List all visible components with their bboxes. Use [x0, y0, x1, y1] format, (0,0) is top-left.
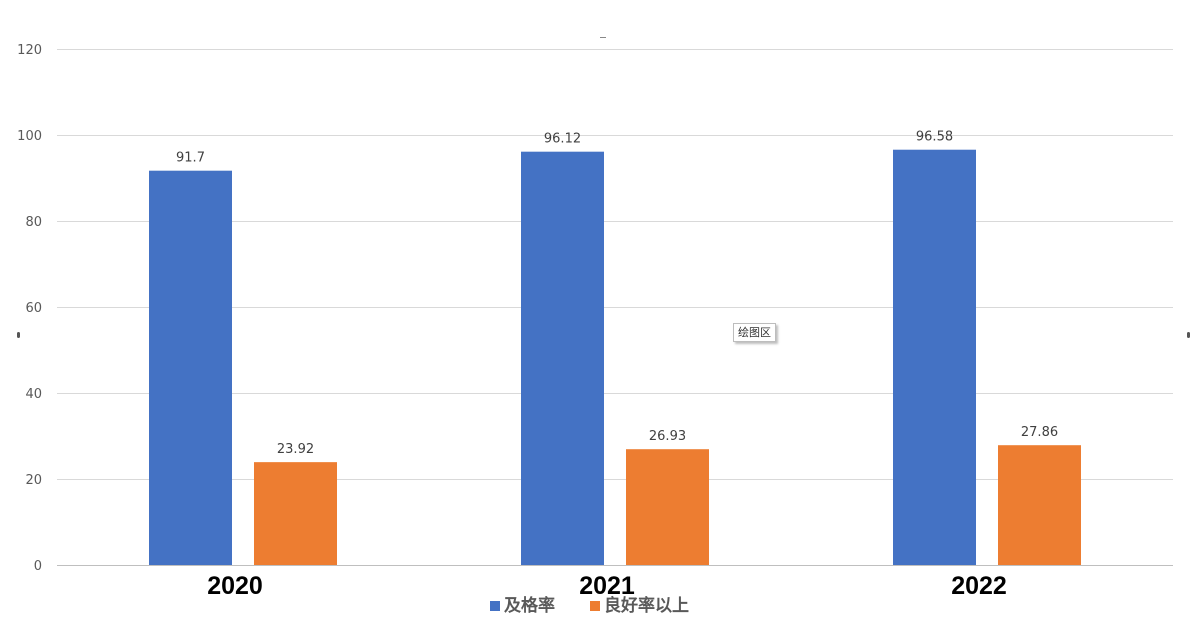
data-label: 91.7: [176, 151, 205, 166]
left-resize-handle[interactable]: [17, 332, 20, 338]
y-tick-label: 60: [25, 301, 42, 316]
y-tick-label: 20: [25, 473, 42, 488]
bars: [149, 149, 1081, 565]
legend-swatch: [490, 601, 500, 611]
plot-area-tooltip: 绘图区: [733, 323, 776, 342]
x-axis-categories: 2020 2021 2022: [207, 572, 1007, 600]
x-category-label: 2022: [951, 572, 1007, 600]
legend: 及格率 良好率以上: [490, 595, 689, 616]
bar-pass-rate-2020[interactable]: [149, 170, 232, 565]
bar-pass-rate-2022[interactable]: [893, 149, 976, 565]
legend-label: 及格率: [504, 595, 555, 616]
data-label: 96.58: [916, 130, 953, 145]
y-axis-ticks: 0 20 40 60 80 100 120: [17, 43, 42, 574]
y-tick-label: 40: [25, 387, 42, 402]
data-label: 23.92: [277, 442, 314, 457]
gridlines: [57, 49, 1173, 566]
data-label: 26.93: [649, 429, 686, 444]
y-tick-label: 100: [17, 129, 42, 144]
bar-good-rate-2021[interactable]: [626, 449, 709, 565]
y-tick-label: 80: [25, 215, 42, 230]
y-tick-label: 120: [17, 43, 42, 58]
x-category-label: 2021: [579, 572, 635, 600]
data-label: 27.86: [1021, 425, 1058, 440]
x-category-label: 2020: [207, 572, 263, 600]
bar-pass-rate-2021[interactable]: [521, 151, 604, 565]
right-resize-handle[interactable]: [1187, 332, 1190, 338]
bar-good-rate-2022[interactable]: [998, 445, 1081, 565]
legend-label: 良好率以上: [604, 595, 689, 616]
data-labels: 91.7 23.92 96.12 26.93 96.58 27.86: [176, 130, 1058, 457]
legend-swatch: [590, 601, 600, 611]
y-tick-label: 0: [34, 559, 42, 574]
bar-good-rate-2020[interactable]: [254, 462, 337, 565]
data-label: 96.12: [544, 132, 581, 147]
